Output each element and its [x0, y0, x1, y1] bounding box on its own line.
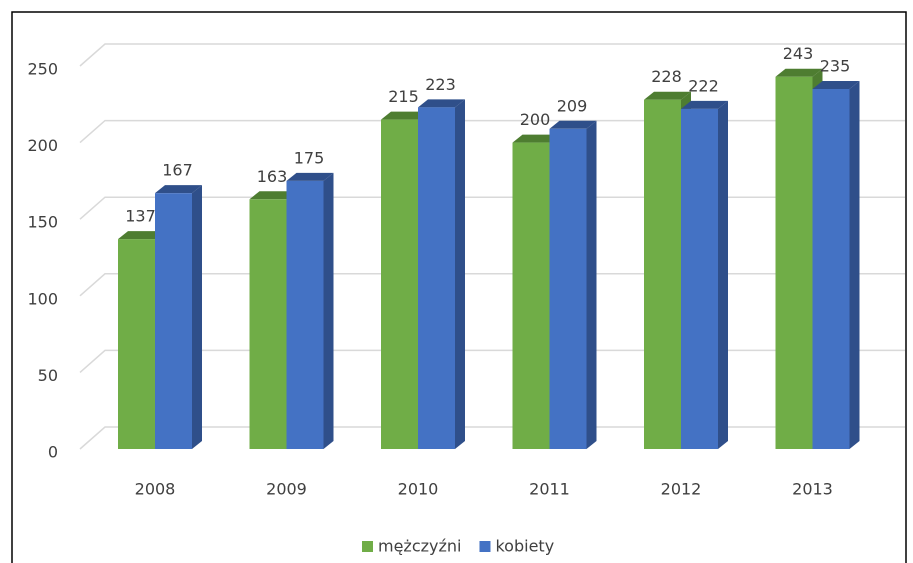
- bar: [681, 108, 718, 450]
- bar-top: [249, 191, 297, 200]
- data-label: 243: [783, 44, 814, 63]
- data-label: 163: [257, 167, 288, 186]
- x-tick-label: 2009: [266, 480, 307, 499]
- legend-swatch: [479, 541, 491, 552]
- y-tick-label: 0: [48, 443, 58, 462]
- bar: [249, 199, 287, 449]
- data-label: 167: [162, 161, 193, 180]
- bar: [286, 180, 324, 449]
- grid-line: [79, 196, 905, 220]
- bar-top: [644, 91, 691, 100]
- bar: [381, 119, 418, 450]
- data-label: 222: [688, 76, 719, 95]
- grid-line: [79, 273, 905, 297]
- data-label: 137: [125, 207, 156, 226]
- bar: [812, 88, 850, 449]
- bar-side: [849, 80, 860, 449]
- bar-side: [455, 99, 465, 449]
- data-label: 200: [520, 110, 551, 129]
- bar: [512, 142, 550, 449]
- bar: [775, 76, 813, 449]
- bar-top: [549, 120, 597, 129]
- bar-side: [718, 100, 728, 450]
- x-tick-label: 2010: [398, 480, 439, 499]
- bar-top: [512, 134, 560, 143]
- bar: [418, 107, 455, 449]
- bar-top: [681, 100, 728, 109]
- grid-line: [79, 349, 905, 373]
- bar-top: [812, 80, 860, 89]
- bar-top: [155, 185, 202, 194]
- y-tick-label: 250: [27, 60, 58, 79]
- bar-side: [586, 120, 597, 449]
- y-tick-label: 50: [38, 366, 58, 385]
- bar: [118, 239, 155, 449]
- y-tick-label: 100: [27, 289, 58, 308]
- data-label: 235: [820, 56, 851, 75]
- bar: [644, 99, 681, 449]
- grid-line: [79, 426, 905, 450]
- bar-top: [775, 68, 823, 77]
- data-label: 175: [294, 148, 325, 167]
- bar-top: [286, 172, 334, 181]
- grid-line: [79, 43, 905, 67]
- bar-side: [192, 185, 202, 449]
- y-tick-label: 200: [27, 136, 58, 155]
- data-label: 228: [651, 67, 682, 86]
- grid-line: [79, 119, 905, 144]
- x-tick-label: 2008: [135, 480, 176, 499]
- data-label: 215: [388, 87, 419, 106]
- data-label: 223: [425, 75, 456, 94]
- bar-top: [118, 231, 165, 240]
- bar: [155, 193, 192, 449]
- x-tick-label: 2011: [529, 480, 570, 499]
- y-tick-label: 150: [27, 213, 58, 232]
- data-label: 209: [557, 96, 588, 115]
- bar: [549, 128, 587, 449]
- bar-top: [381, 111, 428, 120]
- legend-label: kobiety: [495, 537, 554, 556]
- legend-swatch: [362, 541, 373, 552]
- bar-side: [323, 172, 334, 449]
- x-tick-label: 2012: [661, 480, 702, 499]
- frame: [11, 11, 907, 563]
- bar-top: [418, 99, 465, 108]
- x-tick-label: 2013: [792, 480, 833, 499]
- legend-label: mężczyźni: [378, 537, 461, 556]
